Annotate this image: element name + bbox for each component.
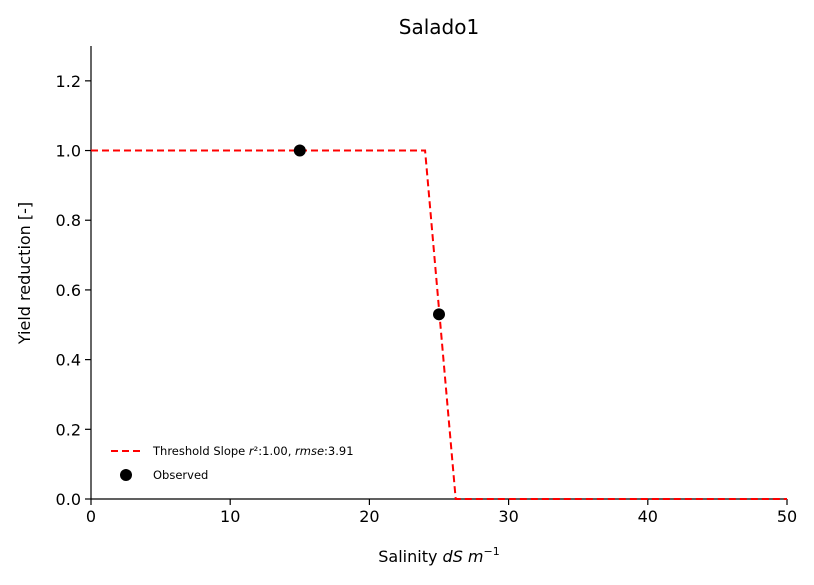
legend-observed-label: Observed <box>153 468 208 482</box>
chart-title: Salado1 <box>399 15 479 39</box>
legend: Threshold Slope r²:1.00, rmse:3.91 Obser… <box>111 444 354 482</box>
y-tick-label: 0.6 <box>56 281 81 300</box>
y-ticks: 0.0 0.2 0.4 0.6 0.8 1.0 1.2 <box>56 72 91 509</box>
x-tick-label: 40 <box>638 507 658 526</box>
x-tick-label: 10 <box>220 507 240 526</box>
x-tick-label: 0 <box>86 507 96 526</box>
y-tick-label: 0.0 <box>56 490 81 509</box>
axes <box>90 46 787 500</box>
y-tick-label: 1.2 <box>56 72 81 91</box>
x-tick-label: 50 <box>777 507 797 526</box>
y-tick-label: 0.2 <box>56 420 81 439</box>
observed-point <box>433 308 445 321</box>
legend-observed-swatch <box>120 469 132 481</box>
x-tick-label: 20 <box>359 507 379 526</box>
observed-point <box>293 144 306 157</box>
plot-series <box>91 144 787 500</box>
threshold-slope-line <box>91 149 787 500</box>
y-tick-label: 1.0 <box>56 142 81 161</box>
x-ticks: 0 10 20 30 40 50 <box>86 499 797 526</box>
x-tick-label: 30 <box>498 507 518 526</box>
x-axis-label: Salinity dS m−1 <box>378 545 499 566</box>
y-tick-label: 0.4 <box>56 351 81 370</box>
y-axis-label: Yield reduction [-] <box>15 202 34 345</box>
y-tick-label: 0.8 <box>56 211 81 230</box>
legend-fit-label: Threshold Slope r²:1.00, rmse:3.91 <box>152 444 354 458</box>
